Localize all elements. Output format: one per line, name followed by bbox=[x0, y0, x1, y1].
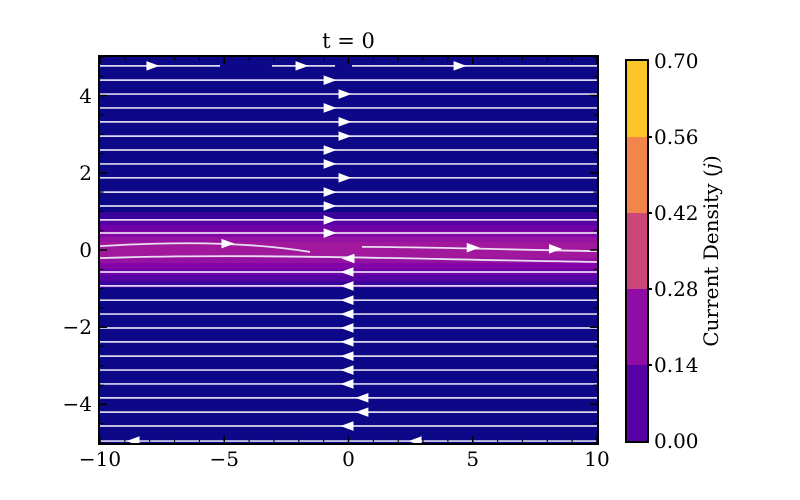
y-tick-label-2: 2 bbox=[79, 160, 92, 185]
streamline-arrow-left bbox=[126, 436, 140, 443]
streamline-arrow-left bbox=[340, 267, 354, 277]
colorbar-tick-label-0.70: 0.70 bbox=[654, 49, 699, 73]
y-tick-label--2: −2 bbox=[62, 315, 92, 340]
colorbar-tick-0.14 bbox=[647, 364, 652, 366]
streamline-arrow-right bbox=[549, 244, 563, 254]
colorbar bbox=[625, 59, 649, 443]
streamline-arrow-left bbox=[408, 436, 422, 443]
streamline-arrow-left bbox=[340, 323, 354, 333]
streamline-arrow-right bbox=[338, 131, 352, 141]
streamline-arrow-right bbox=[323, 75, 337, 85]
streamline-arrow-right bbox=[323, 103, 337, 113]
colorbar-tick-label-0.14: 0.14 bbox=[654, 353, 699, 377]
streamline-curve bbox=[100, 242, 311, 253]
streamline-arrow-right bbox=[323, 228, 337, 238]
x-tick-label--10: −10 bbox=[78, 447, 122, 471]
streamline-arrow-right bbox=[323, 187, 337, 197]
x-tick-label-10: 10 bbox=[584, 447, 610, 471]
streamline-arrow-right bbox=[338, 173, 352, 183]
x-tick-label-5: 5 bbox=[466, 447, 480, 471]
colorbar-band-0.56-0.7 bbox=[627, 61, 647, 137]
y-tick-label-4: 4 bbox=[79, 83, 92, 108]
colorbar-axis-label: Current Density (j) bbox=[698, 101, 724, 401]
streamline-arrow-right bbox=[453, 61, 467, 71]
colorbar-band-0.14-0.28 bbox=[627, 289, 647, 365]
streamline-arrow-right bbox=[323, 215, 337, 225]
colorbar-tick-0.56 bbox=[647, 136, 652, 138]
streamline-curve bbox=[361, 246, 597, 253]
colorbar-tick-0.42 bbox=[647, 212, 652, 214]
streamline-arrow-left bbox=[340, 365, 354, 375]
colorbar-label-prefix: Current Density ( bbox=[699, 169, 723, 347]
streamline-arrow-left bbox=[340, 421, 354, 431]
streamline-arrow-right bbox=[323, 159, 337, 169]
streamline-arrow-right bbox=[146, 61, 160, 71]
colorbar-tick-label-0.00: 0.00 bbox=[654, 429, 699, 453]
streamline-arrow-right bbox=[323, 145, 337, 155]
colorbar-band-0.42-0.56 bbox=[627, 137, 647, 213]
plot-area bbox=[98, 55, 599, 445]
streamline-arrow-right bbox=[338, 89, 352, 99]
plot-title: t = 0 bbox=[322, 29, 375, 53]
streamline-arrow-left bbox=[340, 379, 354, 389]
colorbar-band-0.28-0.42 bbox=[627, 213, 647, 289]
streamline-arrow-right bbox=[466, 242, 480, 253]
colorbar-band-0-0.14 bbox=[627, 365, 647, 441]
streamline-arrow-left bbox=[341, 253, 355, 264]
streamline-arrow-left bbox=[355, 407, 369, 417]
streamline-arrow-right bbox=[221, 238, 235, 249]
streamline-arrow-right bbox=[295, 61, 309, 71]
streamplot-canvas bbox=[100, 57, 597, 443]
x-tick-label-0: 0 bbox=[342, 447, 355, 471]
streamline-arrow-left bbox=[340, 309, 354, 319]
streamline-arrow-left bbox=[355, 393, 369, 403]
x-tick-label--5: −5 bbox=[209, 447, 239, 471]
y-tick-label-0: 0 bbox=[79, 238, 92, 262]
colorbar-label-suffix: ) bbox=[699, 155, 723, 164]
colorbar-tick-label-0.56: 0.56 bbox=[654, 125, 699, 149]
y-tick-label--4: −4 bbox=[62, 392, 92, 417]
colorbar-tick-0.28 bbox=[647, 288, 652, 290]
streamline-arrow-right bbox=[338, 117, 352, 127]
streamline-arrow-left bbox=[340, 295, 354, 305]
colorbar-tick-label-0.42: 0.42 bbox=[654, 201, 699, 225]
streamline-arrow-left bbox=[340, 337, 354, 347]
streamline-curve bbox=[100, 255, 597, 263]
streamline-arrow-left bbox=[340, 351, 354, 361]
colorbar-label-j: j bbox=[699, 163, 723, 170]
streamline-arrow-left bbox=[340, 281, 354, 291]
streamline-arrow-right bbox=[323, 201, 337, 211]
colorbar-tick-label-0.28: 0.28 bbox=[654, 277, 699, 301]
